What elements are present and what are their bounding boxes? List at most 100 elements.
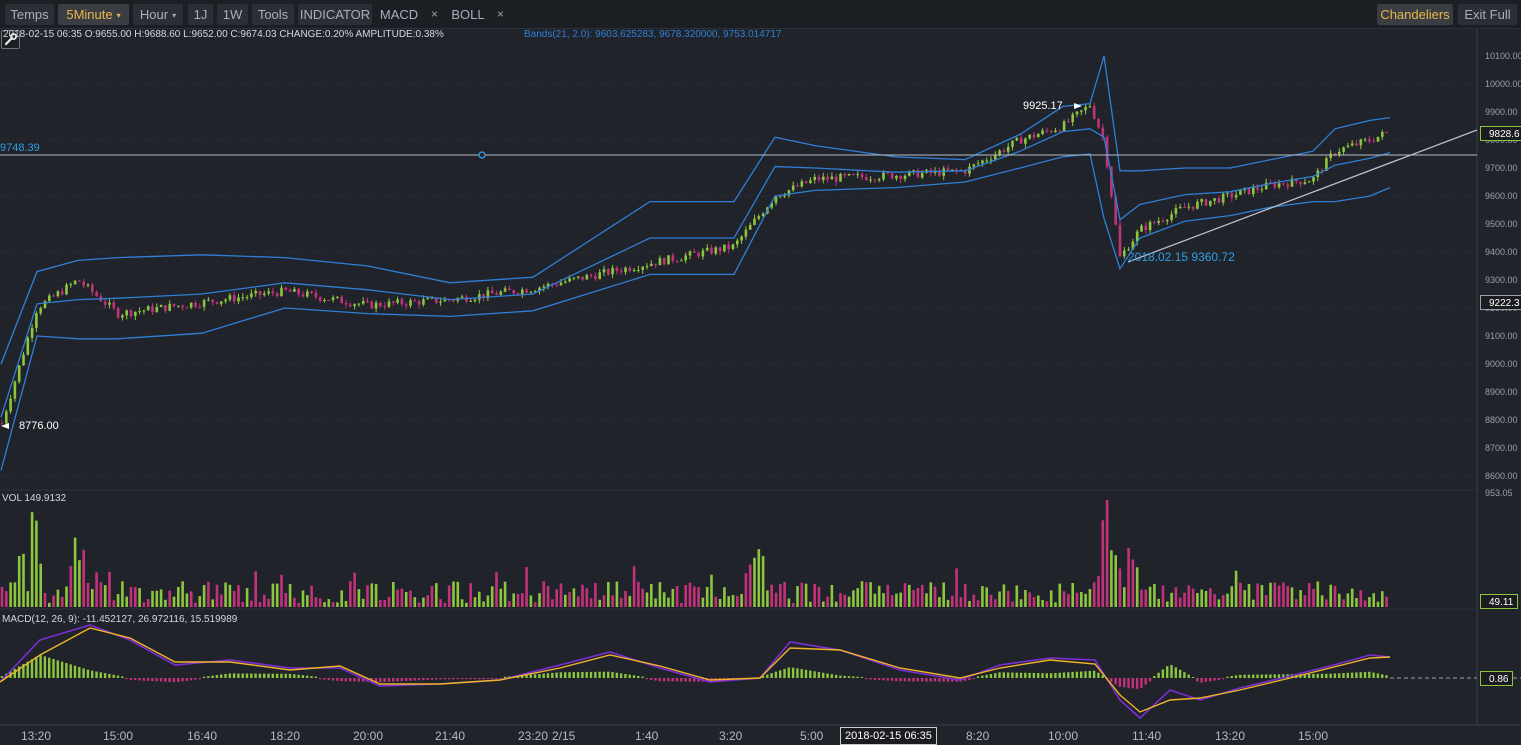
macd-histogram-bar	[1217, 678, 1220, 680]
volume-bar	[460, 599, 464, 607]
volume-bar	[714, 596, 718, 607]
macd-histogram-bar	[396, 678, 399, 682]
volume-bar	[869, 582, 872, 607]
candle-body	[813, 176, 816, 180]
candle-body	[159, 305, 163, 308]
candle-body	[783, 195, 786, 197]
candle-body	[594, 275, 597, 279]
macd-histogram-bar	[1221, 678, 1225, 680]
volume-label: VOL 149.9132	[2, 493, 67, 504]
macd-histogram-bar	[344, 678, 348, 682]
macd-histogram-bar	[198, 678, 201, 680]
macd-histogram-bar	[306, 675, 309, 678]
macd-histogram-bar	[288, 673, 292, 679]
candle-body	[899, 176, 902, 179]
bollinger-values-text: Bands(21, 2.0): 9603.625283, 9678.320000…	[524, 29, 782, 40]
volume-bar	[1032, 597, 1036, 607]
indicator-button[interactable]: INDICATOR	[298, 4, 372, 25]
interval-1j-button[interactable]: 1J	[188, 4, 213, 25]
candle-body	[1088, 106, 1092, 108]
volume-bar	[1239, 582, 1242, 607]
volume-bar	[39, 563, 42, 607]
candle-body	[1226, 193, 1229, 195]
macd-histogram-bar	[899, 678, 902, 682]
hour-dropdown[interactable]: Hour ▾	[133, 4, 183, 25]
volume-bar	[667, 597, 670, 607]
macd-histogram-bar	[65, 663, 68, 679]
candle-body	[1359, 139, 1363, 146]
candle-body	[598, 272, 601, 279]
candle-body	[1325, 158, 1328, 171]
candle-body	[658, 258, 662, 266]
volume-bar	[1350, 588, 1354, 607]
macd-histogram-bar	[1226, 676, 1229, 678]
candle-body	[336, 296, 339, 298]
candle-body	[1054, 130, 1057, 133]
candle-body	[263, 293, 266, 295]
exit-fullscreen-button[interactable]: Exit Full	[1458, 4, 1517, 25]
candle-body	[753, 218, 756, 225]
macd-histogram-bar	[1049, 673, 1053, 679]
candle-body	[340, 296, 343, 304]
candle-body	[30, 327, 34, 338]
candle-body	[774, 196, 778, 203]
candle-body	[942, 168, 945, 176]
candle-body	[555, 284, 558, 286]
axis-lines	[0, 29, 1521, 726]
candle-body	[546, 283, 550, 287]
volume-bar	[116, 594, 120, 607]
candle-body	[26, 337, 30, 355]
volume-bar	[920, 584, 924, 607]
chart-style-button[interactable]: Chandeliers	[1377, 4, 1453, 25]
volume-bar	[318, 598, 322, 607]
macd-histogram-bar	[637, 675, 640, 679]
macd-histogram-bar	[968, 678, 971, 680]
candle-body	[1041, 130, 1044, 135]
tools-button[interactable]: Tools	[252, 4, 294, 25]
candle-body	[994, 154, 997, 160]
wrench-icon[interactable]	[1, 30, 20, 49]
boll-indicator-tag[interactable]: BOLL	[451, 7, 485, 22]
volume-bar	[516, 593, 520, 607]
time-axis-label: 16:40	[187, 729, 218, 743]
volume-bar	[142, 602, 146, 607]
macd-histogram-bar	[791, 667, 795, 679]
interval-dropdown[interactable]: 5Minute ▾	[58, 4, 129, 25]
macd-histogram-bar	[331, 678, 335, 681]
candle-body	[1011, 140, 1014, 147]
macd-histogram-bar	[404, 678, 408, 681]
boll-upper-band	[0, 55, 1391, 365]
macd-histogram-bar	[576, 672, 580, 678]
candle-body	[435, 297, 438, 303]
close-boll-icon[interactable]: ×	[497, 7, 505, 21]
macd-indicator-tag[interactable]: MACD	[379, 7, 419, 22]
candle-body	[56, 291, 60, 297]
volume-bar	[245, 588, 249, 607]
macd-histogram-bar	[1200, 678, 1203, 683]
candle-body	[404, 304, 408, 306]
macd-histogram-bar	[611, 672, 614, 679]
candle-body	[804, 181, 808, 184]
candle-body	[288, 289, 292, 292]
macd-histogram-bar	[1239, 674, 1242, 678]
candle-body	[607, 269, 610, 275]
macd-histogram-bar	[1080, 671, 1083, 678]
candle-body	[645, 266, 649, 267]
candle-body	[400, 299, 404, 305]
candle-body	[1209, 200, 1212, 206]
candle-body	[1123, 250, 1126, 257]
candle-body	[903, 175, 907, 179]
volume-bar	[443, 602, 447, 607]
candle-body	[843, 173, 847, 176]
temps-button[interactable]: Temps	[5, 4, 54, 25]
volume-bars	[0, 499, 1388, 607]
candle-body	[1144, 225, 1148, 231]
interval-1w-button[interactable]: 1W	[217, 4, 248, 25]
price-axis-label: 8800.00	[1485, 415, 1518, 425]
macd-histogram-bar	[865, 678, 868, 680]
close-macd-icon[interactable]: ×	[431, 7, 439, 21]
time-cursor-label: 2018-02-15 06:35	[840, 727, 937, 745]
volume-bar	[1372, 593, 1375, 607]
macd-histogram-bar	[353, 678, 356, 682]
